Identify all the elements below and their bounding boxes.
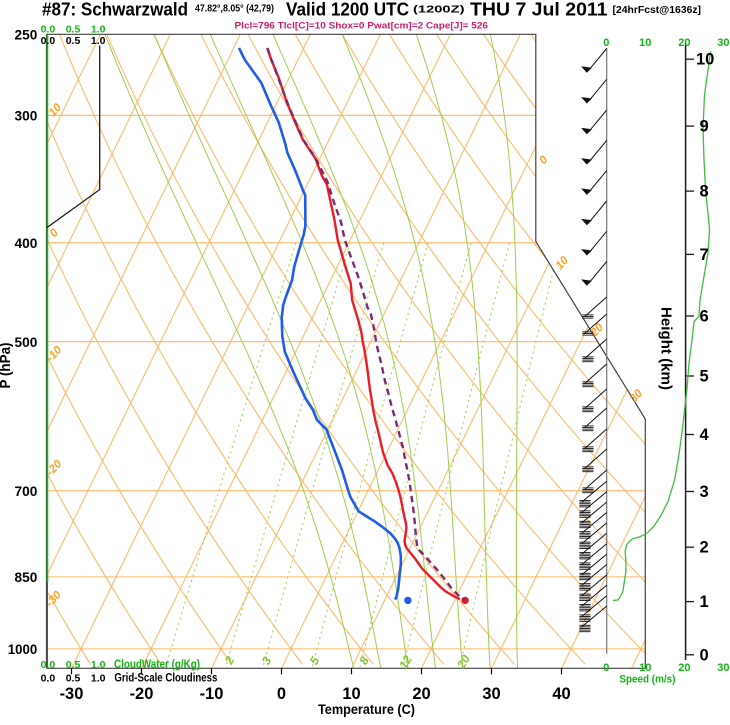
svg-text:-20: -20	[130, 685, 154, 703]
svg-text:300: 300	[15, 108, 38, 124]
svg-text:0: 0	[277, 685, 286, 703]
svg-text:Height (km): Height (km)	[658, 307, 674, 390]
svg-text:0.5: 0.5	[66, 23, 81, 35]
svg-text:1.0: 1.0	[91, 35, 106, 47]
svg-text:1.0: 1.0	[91, 23, 106, 35]
svg-text:0.5: 0.5	[66, 35, 81, 47]
svg-text:850: 850	[15, 569, 38, 585]
svg-text:0.0: 0.0	[41, 672, 56, 684]
svg-text:P (hPa): P (hPa)	[0, 343, 14, 389]
svg-text:0: 0	[603, 662, 609, 674]
svg-text:47.82°,8.05° (42,79): 47.82°,8.05° (42,79)	[195, 4, 274, 15]
svg-text:1000: 1000	[8, 641, 38, 657]
svg-text:500: 500	[15, 334, 38, 350]
svg-text:Temperature (C): Temperature (C)	[318, 701, 415, 717]
svg-text:7: 7	[700, 246, 709, 264]
svg-text:[24hrFcst@1636z]: [24hrFcst@1636z]	[613, 5, 702, 16]
svg-text:Valid 1200 UTC: Valid 1200 UTC	[286, 0, 409, 19]
svg-text:2: 2	[700, 539, 709, 557]
svg-text:6: 6	[700, 308, 709, 326]
svg-text:1.0: 1.0	[91, 672, 106, 684]
svg-text:30: 30	[717, 662, 729, 674]
svg-text:12: 12	[396, 653, 415, 672]
svg-text:30: 30	[717, 37, 729, 49]
svg-text:#87: Schwarzwald: #87: Schwarzwald	[42, 0, 188, 19]
svg-text:8: 8	[700, 183, 709, 201]
svg-text:700: 700	[15, 483, 38, 499]
svg-text:0.5: 0.5	[66, 672, 81, 684]
svg-text:10: 10	[639, 662, 651, 674]
svg-text:Plcl=796 Tlcl[C]=10 Shox=0 Pwa: Plcl=796 Tlcl[C]=10 Shox=0 Pwat[cm]=2 Ca…	[235, 21, 489, 32]
svg-text:(1200Z): (1200Z)	[413, 5, 465, 16]
svg-text:250: 250	[15, 27, 38, 43]
svg-text:THU 7 Jul 2011: THU 7 Jul 2011	[470, 0, 608, 19]
svg-text:5: 5	[700, 368, 709, 386]
svg-text:0.0: 0.0	[41, 35, 56, 47]
svg-text:0: 0	[700, 646, 709, 664]
svg-text:Grid-Scale Cloudiness: Grid-Scale Cloudiness	[114, 670, 217, 684]
svg-text:20: 20	[454, 652, 473, 672]
svg-text:0: 0	[603, 37, 609, 49]
svg-text:4: 4	[700, 426, 710, 444]
svg-text:30: 30	[482, 685, 500, 703]
svg-text:0.0: 0.0	[41, 659, 56, 671]
svg-text:20: 20	[412, 685, 430, 703]
svg-text:3: 3	[700, 483, 709, 501]
svg-text:10: 10	[342, 685, 360, 703]
svg-text:9: 9	[700, 118, 709, 136]
svg-text:20: 20	[678, 662, 690, 674]
svg-text:20: 20	[678, 37, 690, 49]
svg-text:CloudWater (g/Kg): CloudWater (g/Kg)	[114, 659, 200, 671]
svg-text:-10: -10	[200, 685, 224, 703]
svg-text:10: 10	[639, 37, 651, 49]
svg-text:400: 400	[15, 235, 38, 251]
svg-text:40: 40	[552, 685, 570, 703]
svg-text:-30: -30	[60, 685, 84, 703]
svg-text:10: 10	[696, 51, 714, 69]
svg-text:1: 1	[700, 593, 709, 611]
svg-text:0.0: 0.0	[41, 23, 56, 35]
svg-text:1.0: 1.0	[91, 659, 106, 671]
svg-text:Speed (m/s): Speed (m/s)	[619, 674, 675, 686]
svg-text:0.5: 0.5	[66, 659, 81, 671]
